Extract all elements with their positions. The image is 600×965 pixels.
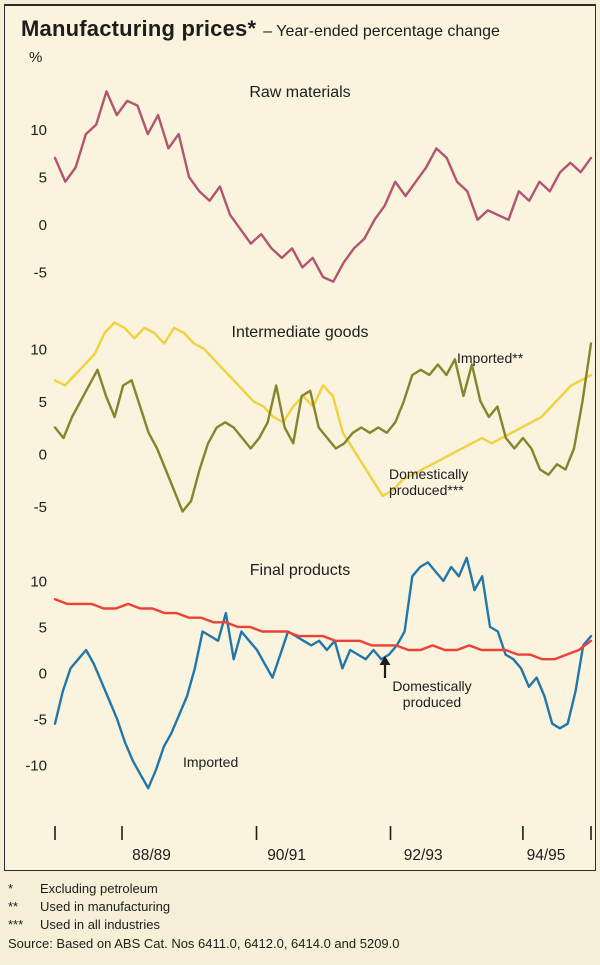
x-tick-label: 94/95 (527, 847, 566, 864)
chart-subtitle: – Year-ended percentage change (263, 23, 500, 40)
raw-materials-chart: 10 5 0 -5 (30, 90, 593, 283)
footnote-1: * Excluding petroleum (8, 880, 594, 898)
footnote-3-text: Used in all industries (40, 917, 160, 932)
footnotes: * Excluding petroleum ** Used in manufac… (8, 880, 594, 953)
y-tick-label: 0 (39, 446, 47, 463)
footnote-2: ** Used in manufacturing (8, 898, 594, 916)
y-tick-label: -10 (25, 758, 47, 775)
y-tick-label: 10 (30, 573, 47, 590)
y-tick-label: 0 (39, 217, 47, 234)
source-note: Source: Based on ABS Cat. Nos 6411.0, 64… (8, 936, 400, 951)
footnote-1-text: Excluding petroleum (40, 881, 158, 896)
y-tick-label: 5 (39, 619, 47, 636)
chart-header: Manufacturing prices* – Year-ended percen… (5, 6, 595, 42)
footnote-3: *** Used in all industries (8, 916, 594, 934)
y-tick-label: 5 (39, 394, 47, 411)
footnote-3-marker: *** (8, 917, 24, 932)
chart-title: Manufacturing prices* (21, 16, 257, 41)
y-tick-label: 0 (39, 666, 47, 683)
y-tick-label: 5 (39, 170, 47, 187)
footnote-2-marker: ** (8, 899, 19, 914)
intermediate-goods-chart: 10 5 0 -5 (30, 321, 593, 516)
domestically-produced-line (53, 321, 593, 498)
footnote-2-text: Used in manufacturing (40, 899, 171, 914)
y-tick-label: -5 (34, 499, 47, 516)
raw-materials-line (53, 90, 593, 283)
y-tick-label: -5 (34, 265, 47, 282)
final-products-chart: 10 5 0 -5 -10 (25, 556, 593, 790)
chart-frame: Manufacturing prices* – Year-ended percen… (4, 4, 596, 871)
x-tick-label: 88/89 (132, 847, 171, 864)
footnote-1-marker: * (8, 881, 14, 896)
domestically-produced-line (53, 598, 593, 661)
x-tick-label: 92/93 (404, 847, 443, 864)
imported-line (53, 556, 593, 790)
y-tick-label: 10 (30, 341, 47, 358)
imported-line (53, 342, 593, 513)
y-tick-label: -5 (34, 712, 47, 729)
x-axis: 88/89 90/91 92/93 94/95 (54, 826, 592, 864)
x-tick-label: 90/91 (267, 847, 306, 864)
y-axis-unit-label: % (29, 49, 43, 66)
y-tick-label: 10 (30, 122, 47, 139)
